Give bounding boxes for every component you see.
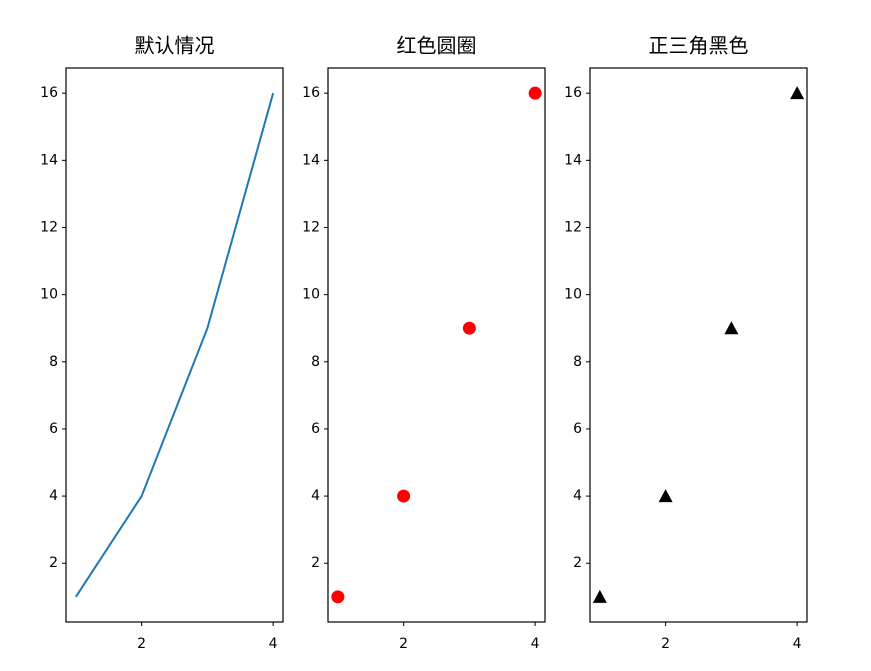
y-tick-label: 2: [311, 555, 320, 571]
y-tick-label: 16: [302, 85, 320, 101]
marker: [790, 86, 805, 100]
y-tick-label: 16: [564, 85, 582, 101]
axes-frame: [327, 67, 546, 623]
x-tick-label: 2: [399, 636, 408, 652]
y-tick-label: 6: [311, 421, 320, 437]
y-tick-label: 4: [311, 488, 320, 504]
x-tick-label: 2: [661, 636, 670, 652]
y-tick-label: 10: [302, 287, 320, 303]
y-tick-label: 4: [49, 488, 58, 504]
y-tick-label: 8: [311, 354, 320, 370]
x-tick-label: 4: [793, 636, 802, 652]
y-tick-label: 10: [40, 287, 58, 303]
x-tick-label: 4: [269, 636, 278, 652]
marker: [658, 489, 673, 503]
y-tick-label: 16: [40, 85, 58, 101]
y-tick-label: 10: [564, 287, 582, 303]
chart-title: 默认情况: [135, 34, 215, 58]
y-tick-label: 8: [573, 354, 582, 370]
y-tick-label: 8: [49, 354, 58, 370]
y-tick-label: 12: [302, 219, 320, 235]
marker: [724, 321, 739, 335]
chart-title: 正三角黑色: [649, 34, 749, 58]
marker: [462, 321, 476, 335]
y-tick-label: 2: [573, 555, 582, 571]
marker: [331, 590, 345, 604]
y-tick-label: 4: [573, 488, 582, 504]
y-tick-label: 14: [564, 152, 582, 168]
y-tick-label: 14: [302, 152, 320, 168]
y-tick-label: 6: [49, 421, 58, 437]
marker: [397, 489, 411, 503]
line: [75, 92, 275, 598]
y-tick-label: 12: [40, 219, 58, 235]
y-tick-label: 2: [49, 555, 58, 571]
marker: [528, 86, 542, 100]
marker: [592, 589, 607, 603]
x-tick-label: 4: [531, 636, 540, 652]
axes-frame: [589, 67, 808, 623]
axes-frame: [65, 67, 284, 623]
chart-title: 红色圆圈: [397, 34, 477, 58]
x-tick-label: 2: [137, 636, 146, 652]
y-tick-label: 12: [564, 219, 582, 235]
y-tick-label: 14: [40, 152, 58, 168]
y-tick-label: 6: [573, 421, 582, 437]
